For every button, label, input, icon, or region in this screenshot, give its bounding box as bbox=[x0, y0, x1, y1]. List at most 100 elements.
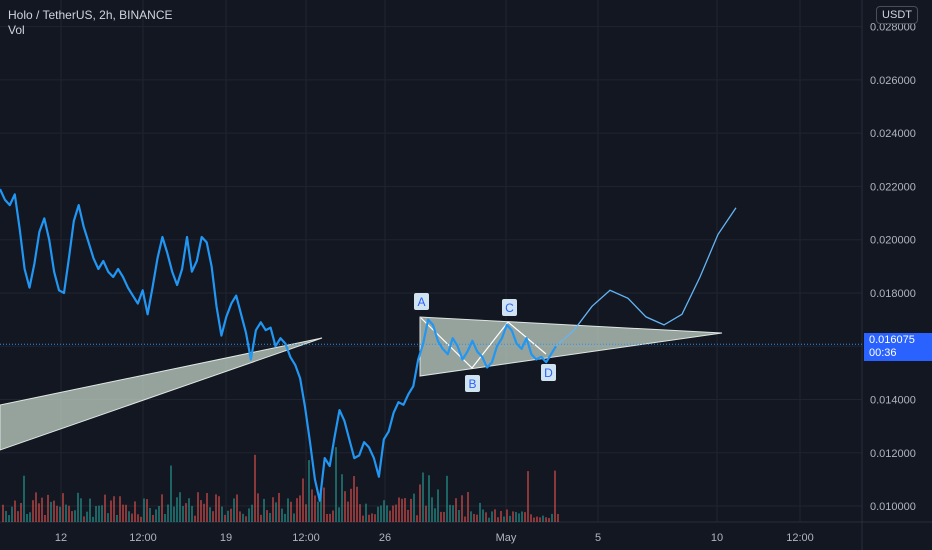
volume-bar bbox=[125, 504, 127, 522]
volume-bar bbox=[41, 497, 43, 522]
volume-bar bbox=[497, 517, 499, 522]
x-tick-label: 12:00 bbox=[292, 532, 320, 544]
volume-bar bbox=[86, 511, 88, 522]
currency-button[interactable]: USDT bbox=[876, 6, 918, 24]
volume-bar bbox=[185, 503, 187, 522]
pattern-label-box bbox=[465, 375, 480, 392]
volume-bar bbox=[227, 510, 229, 522]
volume-bar bbox=[536, 516, 538, 522]
volume-bar bbox=[548, 518, 550, 522]
volume-bar bbox=[431, 497, 433, 522]
volume-bar bbox=[260, 514, 262, 522]
volume-bar bbox=[413, 493, 415, 522]
volume-bar bbox=[221, 506, 223, 522]
volume-bar bbox=[533, 517, 535, 522]
volume-bar bbox=[161, 494, 163, 522]
volume-bar bbox=[476, 514, 478, 522]
y-tick-label: 0.014000 bbox=[870, 394, 916, 406]
volume-bar bbox=[8, 515, 10, 522]
volume-bar bbox=[137, 514, 139, 522]
volume-bar bbox=[50, 501, 52, 522]
volume-bar bbox=[389, 510, 391, 522]
volume-bar bbox=[374, 514, 376, 522]
volume-bar bbox=[515, 511, 517, 522]
volume-bar bbox=[53, 500, 55, 522]
volume-bar bbox=[332, 510, 334, 522]
volume-bar bbox=[437, 489, 439, 522]
pattern-label-box bbox=[541, 364, 556, 381]
x-tick-label: 5 bbox=[595, 532, 601, 544]
volume-bar bbox=[107, 513, 109, 522]
volume-bar bbox=[2, 504, 4, 522]
volume-bar bbox=[434, 508, 436, 522]
volume-bar bbox=[428, 475, 430, 522]
volume-bar bbox=[251, 504, 253, 522]
volume-bar bbox=[512, 511, 514, 522]
volume-bar bbox=[200, 500, 202, 522]
volume-bar bbox=[470, 511, 472, 522]
volume-bar bbox=[206, 493, 208, 522]
volume-bar bbox=[365, 503, 367, 522]
volume-bar bbox=[329, 513, 331, 522]
volume-bar bbox=[557, 513, 559, 522]
bar-countdown: 00:36 bbox=[869, 347, 897, 359]
volume-bar bbox=[38, 503, 40, 522]
volume-bar bbox=[554, 470, 556, 522]
pattern-label-b: B bbox=[468, 377, 476, 391]
volume-bar bbox=[269, 513, 271, 522]
volume-bar bbox=[62, 493, 64, 522]
chart-legend: Holo / TetherUS, 2h, BINANCE Vol bbox=[8, 8, 173, 38]
volume-bar bbox=[224, 514, 226, 522]
volume-bar bbox=[68, 505, 70, 522]
x-tick-label: 12:00 bbox=[786, 532, 814, 544]
volume-bar bbox=[335, 447, 337, 522]
volume-bar bbox=[362, 515, 364, 522]
volume-bar bbox=[266, 510, 268, 522]
volume-bar bbox=[281, 508, 283, 522]
volume-bar bbox=[149, 508, 151, 522]
y-tick-label: 0.022000 bbox=[870, 181, 916, 193]
volume-bar bbox=[134, 501, 136, 522]
symbol-title[interactable]: Holo / TetherUS, 2h, BINANCE bbox=[8, 8, 173, 22]
y-tick-label: 0.012000 bbox=[870, 448, 916, 460]
volume-bar bbox=[272, 497, 274, 522]
y-tick-label: 0.024000 bbox=[870, 128, 916, 140]
volume-bar bbox=[170, 465, 172, 522]
volume-bar bbox=[98, 505, 100, 522]
volume-bar bbox=[314, 495, 316, 522]
volume-label[interactable]: Vol bbox=[8, 23, 25, 37]
y-tick-label: 0.020000 bbox=[870, 235, 916, 247]
volume-bar bbox=[47, 494, 49, 522]
volume-bar bbox=[296, 498, 298, 522]
volume-bar bbox=[371, 513, 373, 522]
price-line bbox=[0, 188, 557, 502]
volume-bar bbox=[392, 505, 394, 522]
volume-bar bbox=[440, 511, 442, 522]
volume-bar bbox=[77, 492, 79, 522]
volume-bar bbox=[278, 492, 280, 522]
volume-bar bbox=[518, 513, 520, 522]
volume-bar bbox=[20, 502, 22, 522]
volume-bar bbox=[233, 498, 235, 522]
volume-bar bbox=[527, 471, 529, 522]
volume-bar bbox=[164, 513, 166, 522]
pattern-label-a: A bbox=[417, 295, 425, 309]
volume-bar bbox=[155, 509, 157, 522]
volume-bar bbox=[500, 511, 502, 522]
volume-bar bbox=[458, 509, 460, 522]
x-tick-label: 26 bbox=[379, 532, 391, 544]
volume-bar bbox=[488, 517, 490, 522]
volume-bar bbox=[479, 502, 481, 522]
volume-bar bbox=[242, 513, 244, 522]
volume-bar bbox=[29, 512, 31, 522]
volume-bar bbox=[131, 513, 133, 522]
volume-bar bbox=[179, 492, 181, 522]
y-tick-label: 0.028000 bbox=[870, 22, 916, 34]
volume-bar bbox=[65, 504, 67, 522]
volume-bar bbox=[383, 500, 385, 522]
volume-bar bbox=[455, 498, 457, 522]
volume-bar bbox=[494, 509, 496, 522]
volume-bar bbox=[44, 515, 46, 522]
volume-bar bbox=[521, 511, 523, 522]
